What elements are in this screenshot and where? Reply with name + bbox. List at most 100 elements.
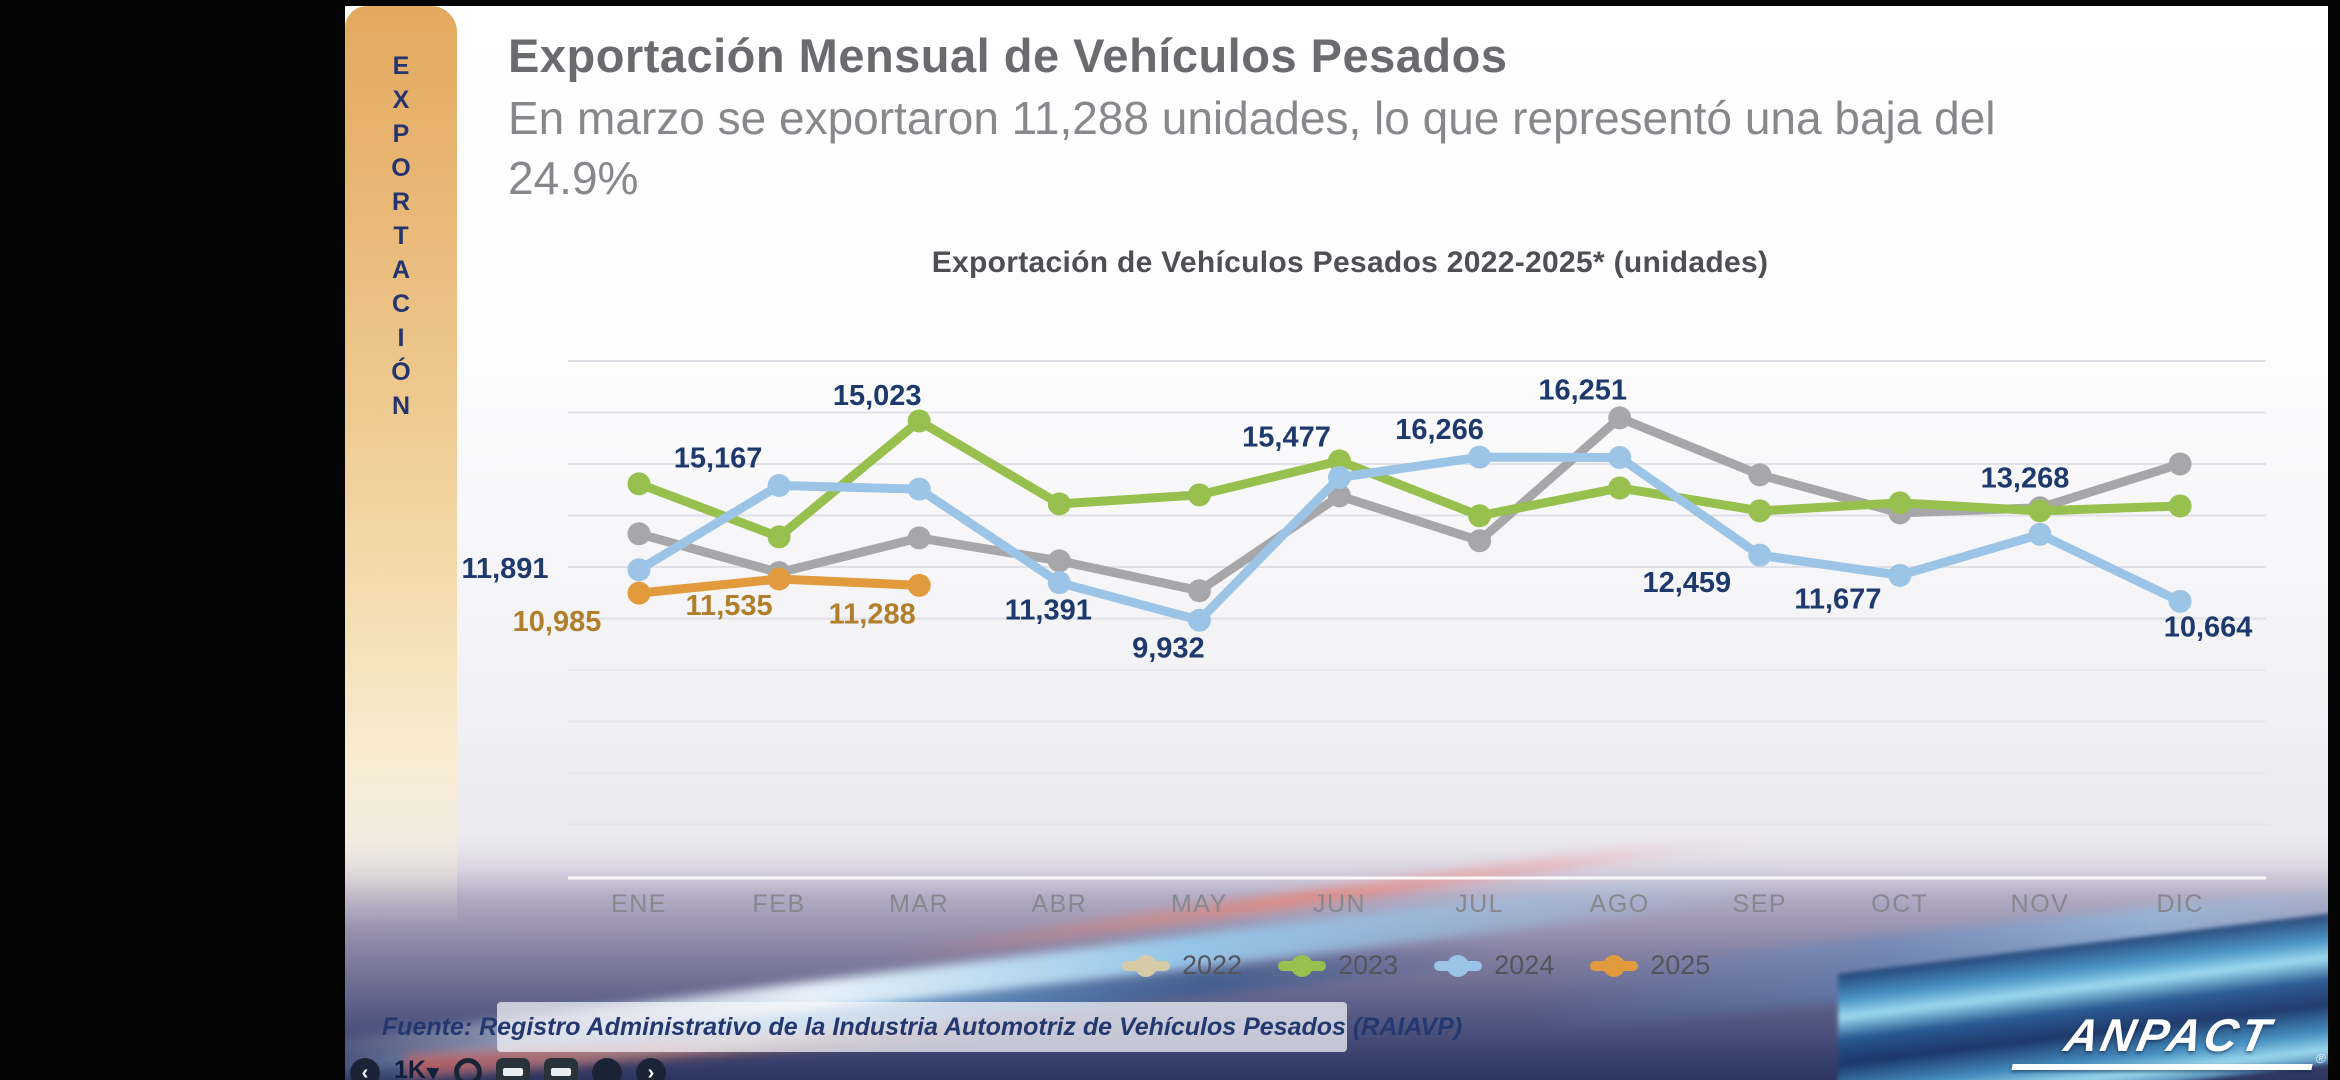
data-label-2024: 12,459 xyxy=(1642,567,1731,599)
data-point-2022 xyxy=(1748,463,1772,487)
left-edge-bar xyxy=(0,0,345,1080)
ribbon-letter: I xyxy=(397,324,405,352)
chart-title: Exportación de Vehículos Pesados 2022-20… xyxy=(931,246,1769,279)
data-label-2024: 16,266 xyxy=(1395,414,1484,446)
data-point-2024 xyxy=(2168,589,2192,613)
legend-item-2024: 2024 xyxy=(1434,950,1554,981)
like-count-badge[interactable]: 1K xyxy=(394,1058,443,1080)
data-point-2024 xyxy=(1748,543,1772,567)
data-point-2023 xyxy=(1047,492,1071,516)
chart-legend: 2022 2023 2024 2025 xyxy=(1122,950,1710,981)
data-point-2023 xyxy=(1187,483,1211,507)
data-label-2025: 10,985 xyxy=(513,606,602,638)
ribbon-letter: C xyxy=(391,290,411,318)
ribbon-letter: N xyxy=(391,392,411,420)
data-point-2025 xyxy=(767,567,791,591)
subtitle-line-2: 24.9% xyxy=(508,151,639,204)
record-icon[interactable] xyxy=(453,1058,482,1080)
data-point-2023 xyxy=(627,472,651,496)
x-axis-label: AGO xyxy=(1590,890,1650,918)
ribbon-letter: A xyxy=(391,256,411,284)
legend-label: 2025 xyxy=(1650,950,1711,980)
data-point-2022 xyxy=(907,526,931,550)
data-label-2025: 11,288 xyxy=(829,598,916,630)
data-label-2024: 9,932 xyxy=(1132,632,1205,664)
data-label-2024: 11,891 xyxy=(461,553,548,585)
right-edge-bar xyxy=(2328,0,2340,1080)
x-axis-label: MAY xyxy=(1171,890,1228,918)
legend-swatch-2024 xyxy=(1434,954,1483,977)
data-point-2023 xyxy=(2168,494,2192,518)
data-label-2024: 16,251 xyxy=(1538,375,1627,407)
data-point-2024 xyxy=(1187,608,1211,632)
x-axis-label: ENE xyxy=(611,890,667,918)
x-axis-label: SEP xyxy=(1733,890,1788,918)
data-point-2024 xyxy=(1608,446,1632,470)
x-axis-label: JUN xyxy=(1313,890,1366,918)
source-text: Fuente: Registro Administrativo de la In… xyxy=(381,1012,1463,1041)
data-label-2024: 15,023 xyxy=(833,380,922,412)
top-edge-bar xyxy=(0,0,2340,6)
data-point-2022 xyxy=(1187,579,1211,603)
source-band: Fuente: Registro Administrativo de la In… xyxy=(382,1002,1462,1052)
ribbon-letter: T xyxy=(393,222,409,250)
anpact-logo: ANPACT ® xyxy=(2011,1008,2327,1070)
arrow-right-icon[interactable]: › xyxy=(635,1058,666,1080)
legend-swatch-2022 xyxy=(1122,954,1170,977)
video-player-controls: ‹ 1K › xyxy=(350,1058,666,1080)
pointer-icon xyxy=(426,1062,443,1080)
data-point-2024 xyxy=(767,473,791,497)
x-axis-label: JUL xyxy=(1455,890,1504,918)
arrow-left-icon[interactable]: ‹ xyxy=(350,1058,380,1080)
data-point-2024 xyxy=(2028,522,2052,546)
x-axis-label: OCT xyxy=(1871,890,1928,918)
playlist-icon[interactable] xyxy=(495,1058,530,1080)
data-point-2022 xyxy=(1328,484,1351,508)
x-axis-label: ABR xyxy=(1031,890,1087,918)
data-label-2024: 11,677 xyxy=(1794,583,1881,615)
data-point-2023 xyxy=(1748,499,1772,523)
data-point-2022 xyxy=(2168,452,2192,476)
header: Exportación Mensual de Vehículos Pesados… xyxy=(508,28,2308,209)
anpact-logo-text: ANPACT xyxy=(2060,1009,2278,1061)
data-point-2024 xyxy=(627,558,651,582)
ribbon-letter: O xyxy=(391,154,411,182)
x-axis-label: MAR xyxy=(889,890,949,918)
data-point-2023 xyxy=(1328,449,1351,473)
data-point-2022 xyxy=(1468,529,1492,553)
data-point-2023 xyxy=(1608,476,1632,500)
data-label-2024: 15,167 xyxy=(674,442,763,474)
data-label-2025: 11,535 xyxy=(686,590,773,622)
data-label-2024: 13,268 xyxy=(1981,462,2070,494)
x-axis-label: DIC xyxy=(2156,890,2204,918)
series-line-2022 xyxy=(634,413,2185,596)
data-label-2024: 11,391 xyxy=(1005,595,1092,627)
subtitle-line-1: En marzo se exportaron 11,288 unidades, … xyxy=(508,92,1996,144)
data-point-2023 xyxy=(1468,504,1492,528)
data-point-2025 xyxy=(627,581,651,605)
page-title: Exportación Mensual de Vehículos Pesados xyxy=(508,29,1508,82)
data-point-2023 xyxy=(907,409,931,433)
ribbon-letter: P xyxy=(392,120,410,148)
ribbon-letter: R xyxy=(391,188,411,216)
data-label-2024: 10,664 xyxy=(2164,611,2253,643)
data-point-2024 xyxy=(1328,465,1351,489)
data-point-2022 xyxy=(1047,549,1071,573)
data-point-2024 xyxy=(1468,445,1492,469)
page-subtitle: En marzo se exportaron 11,288 unidades, … xyxy=(508,89,2308,209)
data-point-2023 xyxy=(767,525,791,549)
ribbon-letter: X xyxy=(392,86,410,114)
x-axis-label: FEB xyxy=(753,890,806,918)
legend-item-2025: 2025 xyxy=(1590,950,1710,981)
fog-overlay xyxy=(345,826,2328,896)
anpact-logo-underline xyxy=(2011,1064,2313,1070)
menu-icon[interactable] xyxy=(591,1058,622,1080)
legend-label: 2023 xyxy=(1338,950,1399,980)
share-icon[interactable] xyxy=(543,1058,578,1080)
ribbon-letter: Ó xyxy=(391,358,411,386)
data-point-2023 xyxy=(1888,491,1912,515)
data-point-2023 xyxy=(2028,499,2052,523)
